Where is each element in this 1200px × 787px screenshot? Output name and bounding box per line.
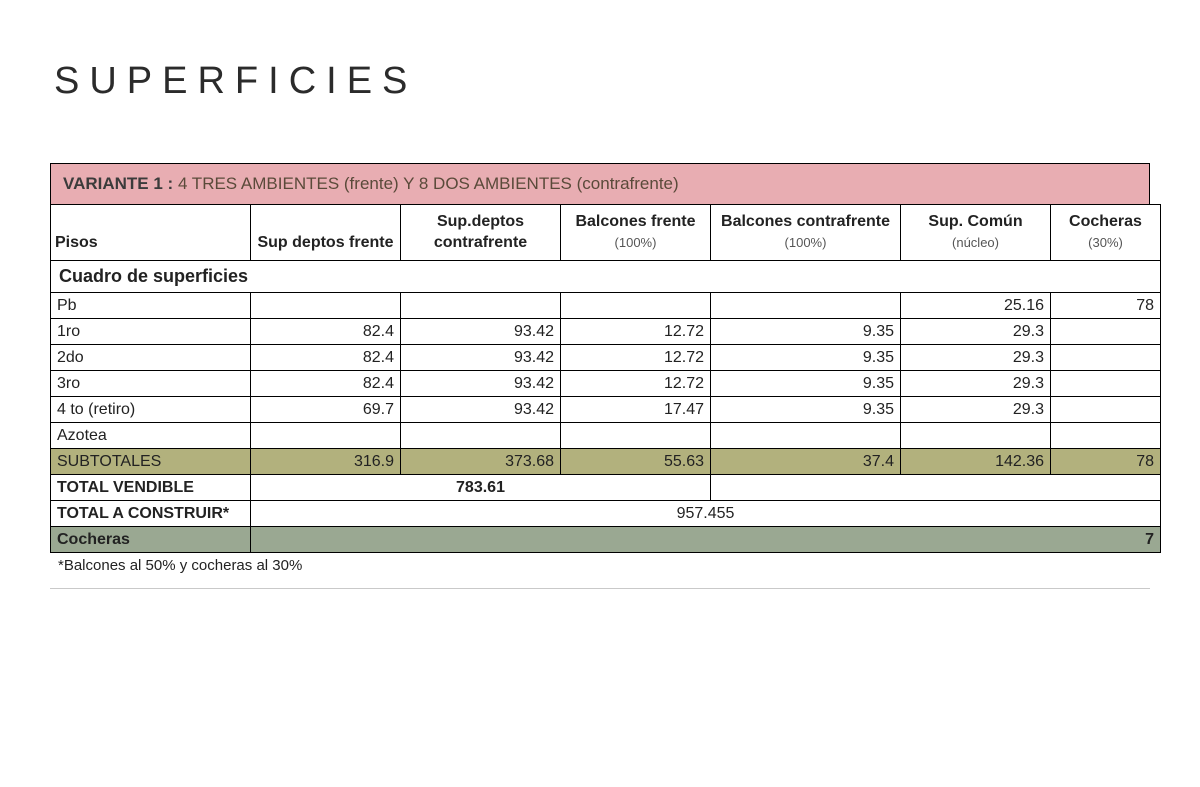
cell [561,293,711,319]
cell [401,423,561,449]
cell: 9.35 [711,345,901,371]
cell: 25.16 [901,293,1051,319]
table-column-headers: Pisos Sup deptos frente Sup.deptos contr… [51,205,1161,261]
col-header-label: Sup deptos frente [257,234,393,251]
cell: 93.42 [401,319,561,345]
cell: 93.42 [401,345,561,371]
empty-cell [711,475,1161,501]
col-header-label: Cocheras [1069,213,1142,230]
cell: 9.35 [711,371,901,397]
total-vendible-row: TOTAL VENDIBLE 783.61 [51,475,1161,501]
variant-header-bar: VARIANTE 1 : 4 TRES AMBIENTES (frente) Y… [50,163,1150,204]
row-label: 4 to (retiro) [51,397,251,423]
cell [711,293,901,319]
cell: 12.72 [561,371,711,397]
cell: 9.35 [711,319,901,345]
cell: 12.72 [561,345,711,371]
col-header-label: Balcones contrafrente [721,213,890,230]
row-label: 2do [51,345,251,371]
cell: 316.9 [251,449,401,475]
table-row: 4 to (retiro) 69.7 93.42 17.47 9.35 29.3 [51,397,1161,423]
cell [1051,397,1161,423]
table-footnote: *Balcones al 50% y cocheras al 30% [50,553,1150,574]
cell: 37.4 [711,449,901,475]
cell [401,293,561,319]
row-label: 1ro [51,319,251,345]
subtotals-row: SUBTOTALES 316.9 373.68 55.63 37.4 142.3… [51,449,1161,475]
subtotals-label: SUBTOTALES [51,449,251,475]
variant-description: 4 TRES AMBIENTES (frente) Y 8 DOS AMBIEN… [178,174,679,193]
total-construir-value: 957.455 [251,501,1161,527]
col-header-sub: (100%) [785,235,827,250]
table-row: 3ro 82.4 93.42 12.72 9.35 29.3 [51,371,1161,397]
table-section-title: Cuadro de superficies [51,261,1161,293]
col-header-balcones-contrafrente: Balcones contrafrente (100%) [711,205,901,261]
variant-label: VARIANTE 1 : [63,174,173,193]
cell: 55.63 [561,449,711,475]
cell: 82.4 [251,371,401,397]
cell: 17.47 [561,397,711,423]
total-construir-label: TOTAL A CONSTRUIR* [51,501,251,527]
table-row: Azotea [51,423,1161,449]
col-header-cocheras: Cocheras (30%) [1051,205,1161,261]
col-header-label: Pisos [55,234,98,251]
col-header-sup-frente: Sup deptos frente [251,205,401,261]
col-header-label: Sup.deptos contrafrente [434,213,527,251]
cell: 12.72 [561,319,711,345]
row-label: 3ro [51,371,251,397]
cocheras-value: 7 [251,527,1161,553]
table-row: 1ro 82.4 93.42 12.72 9.35 29.3 [51,319,1161,345]
cell [251,423,401,449]
row-label: Azotea [51,423,251,449]
cell [1051,423,1161,449]
cell: 78 [1051,449,1161,475]
cell: 69.7 [251,397,401,423]
col-header-sup-comun: Sup. Común (núcleo) [901,205,1051,261]
page-title: SUPERFICIES [54,60,1150,103]
table-body: Pb 25.16 78 1ro 82.4 93.42 12.72 9.35 29… [51,293,1161,553]
total-vendible-value: 783.61 [251,475,711,501]
surfaces-table: Cuadro de superficies Pisos Sup deptos f… [50,204,1161,553]
total-construir-row: TOTAL A CONSTRUIR* 957.455 [51,501,1161,527]
cell: 373.68 [401,449,561,475]
cell [561,423,711,449]
divider [50,588,1150,589]
col-header-label: Sup. Común [928,213,1022,230]
cell [1051,371,1161,397]
table-section-title-row: Cuadro de superficies [51,261,1161,293]
cell: 142.36 [901,449,1051,475]
col-header-sup-contrafrente: Sup.deptos contrafrente [401,205,561,261]
page: SUPERFICIES VARIANTE 1 : 4 TRES AMBIENTE… [0,0,1200,589]
cell: 9.35 [711,397,901,423]
cell [901,423,1051,449]
total-vendible-label: TOTAL VENDIBLE [51,475,251,501]
table-row: Pb 25.16 78 [51,293,1161,319]
col-header-pisos: Pisos [51,205,251,261]
cocheras-summary-row: Cocheras 7 [51,527,1161,553]
cocheras-label: Cocheras [51,527,251,553]
cell: 93.42 [401,397,561,423]
cell: 93.42 [401,371,561,397]
cell: 29.3 [901,397,1051,423]
row-label: Pb [51,293,251,319]
col-header-balcones-frente: Balcones frente (100%) [561,205,711,261]
cell: 29.3 [901,371,1051,397]
col-header-sub: (núcleo) [952,235,999,250]
table-row: 2do 82.4 93.42 12.72 9.35 29.3 [51,345,1161,371]
cell [711,423,901,449]
cell [251,293,401,319]
cell: 82.4 [251,345,401,371]
cell [1051,319,1161,345]
col-header-sub: (30%) [1088,235,1123,250]
cell: 78 [1051,293,1161,319]
col-header-label: Balcones frente [575,213,695,230]
cell: 29.3 [901,345,1051,371]
cell: 82.4 [251,319,401,345]
col-header-sub: (100%) [615,235,657,250]
cell: 29.3 [901,319,1051,345]
cell [1051,345,1161,371]
